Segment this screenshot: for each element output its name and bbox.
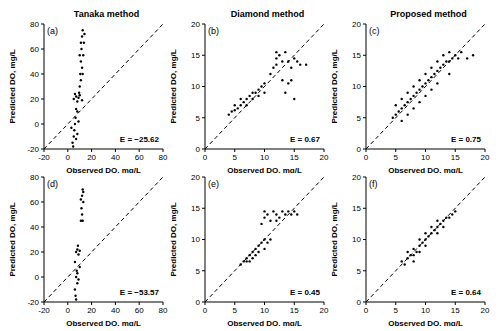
svg-text:20: 20 [191, 20, 200, 29]
svg-text:Observed DO, mg/L: Observed DO, mg/L [388, 166, 463, 173]
svg-text:5: 5 [394, 306, 399, 315]
svg-text:0: 0 [357, 298, 362, 307]
svg-text:10: 10 [421, 306, 430, 315]
svg-text:-20: -20 [27, 145, 39, 154]
svg-text:Observed DO, mg/L: Observed DO, mg/L [227, 319, 302, 326]
html-text:E = 0.45: E = 0.45 [290, 288, 320, 297]
svg-text:40: 40 [111, 306, 120, 315]
svg-text:Predicted DO, mg/L: Predicted DO, mg/L [8, 202, 17, 276]
svg-text:0: 0 [357, 145, 362, 154]
svg-text:5: 5 [196, 114, 201, 123]
svg-text:0: 0 [196, 298, 201, 307]
svg-text:10: 10 [260, 153, 269, 162]
svg-text:10: 10 [191, 82, 200, 91]
svg-text:20: 20 [352, 20, 361, 29]
svg-text:20: 20 [352, 173, 361, 182]
svg-text:80: 80 [159, 153, 168, 162]
svg-text:15: 15 [352, 204, 361, 213]
svg-text:5: 5 [196, 267, 201, 276]
svg-text:0: 0 [364, 153, 369, 162]
html-text:E = 0.75: E = 0.75 [451, 135, 481, 144]
svg-text:15: 15 [191, 51, 200, 60]
svg-text:Observed DO, mg/L: Observed DO, mg/L [66, 166, 141, 173]
svg-text:Predicted DO, mg/L: Predicted DO, mg/L [169, 202, 178, 276]
svg-text:20: 20 [87, 153, 96, 162]
svg-text:-20: -20 [38, 153, 50, 162]
svg-text:10: 10 [421, 153, 430, 162]
html-text:Proposed method: Proposed method [390, 9, 467, 19]
svg-text:Observed DO, mg/L: Observed DO, mg/L [66, 319, 141, 326]
svg-text:Observed DO, mg/L: Observed DO, mg/L [388, 319, 463, 326]
svg-text:15: 15 [290, 306, 299, 315]
html-text:Tanaka method: Tanaka method [73, 9, 140, 19]
svg-text:Observed DO, mg/L: Observed DO, mg/L [227, 166, 302, 173]
svg-text:Predicted DO, mg/L: Predicted DO, mg/L [330, 49, 339, 123]
svg-text:80: 80 [30, 20, 39, 29]
html-text:(a): (a) [47, 26, 58, 36]
html-text:(c): (c) [369, 26, 380, 36]
svg-text:15: 15 [451, 153, 460, 162]
html-text:(d): (d) [47, 179, 58, 189]
svg-text:20: 20 [30, 248, 39, 257]
svg-text:20: 20 [481, 306, 490, 315]
svg-text:Predicted DO, mg/L: Predicted DO, mg/L [169, 49, 178, 123]
svg-text:15: 15 [451, 306, 460, 315]
svg-text:15: 15 [352, 51, 361, 60]
svg-text:-20: -20 [38, 306, 50, 315]
html-text:(e): (e) [208, 179, 219, 189]
svg-text:40: 40 [30, 223, 39, 232]
svg-text:5: 5 [357, 267, 362, 276]
svg-text:10: 10 [352, 235, 361, 244]
svg-text:40: 40 [111, 153, 120, 162]
svg-text:0: 0 [35, 120, 40, 129]
svg-text:Predicted DO, mg/L: Predicted DO, mg/L [8, 49, 17, 123]
svg-text:60: 60 [30, 45, 39, 54]
svg-text:5: 5 [233, 153, 238, 162]
svg-text:20: 20 [191, 173, 200, 182]
svg-text:0: 0 [203, 153, 208, 162]
svg-text:15: 15 [191, 204, 200, 213]
svg-text:60: 60 [135, 306, 144, 315]
svg-text:10: 10 [191, 235, 200, 244]
svg-text:20: 20 [30, 95, 39, 104]
svg-text:20: 20 [320, 153, 329, 162]
html-text:(f): (f) [369, 179, 378, 189]
svg-text:15: 15 [290, 153, 299, 162]
svg-text:80: 80 [30, 173, 39, 182]
svg-text:0: 0 [66, 306, 71, 315]
svg-text:80: 80 [159, 306, 168, 315]
html-text:E = 0.64: E = 0.64 [451, 288, 481, 297]
svg-text:20: 20 [320, 306, 329, 315]
svg-text:0: 0 [203, 306, 208, 315]
html-text:Diamond method: Diamond method [230, 9, 305, 19]
svg-text:40: 40 [30, 70, 39, 79]
svg-text:0: 0 [66, 153, 71, 162]
html-text:E = −53.57: E = −53.57 [119, 288, 159, 297]
svg-text:20: 20 [481, 153, 490, 162]
svg-text:20: 20 [87, 306, 96, 315]
html-text:E = 0.67: E = 0.67 [290, 135, 320, 144]
svg-text:0: 0 [196, 145, 201, 154]
svg-text:Predicted DO, mg/L: Predicted DO, mg/L [330, 202, 339, 276]
svg-text:0: 0 [35, 273, 40, 282]
svg-text:5: 5 [357, 114, 362, 123]
svg-text:10: 10 [260, 306, 269, 315]
svg-text:5: 5 [394, 153, 399, 162]
svg-text:5: 5 [233, 306, 238, 315]
svg-text:10: 10 [352, 82, 361, 91]
html-text:E = −25.62: E = −25.62 [119, 135, 159, 144]
svg-text:0: 0 [364, 306, 369, 315]
svg-text:60: 60 [30, 198, 39, 207]
svg-text:-20: -20 [27, 298, 39, 307]
svg-text:60: 60 [135, 153, 144, 162]
html-text:(b): (b) [208, 26, 219, 36]
